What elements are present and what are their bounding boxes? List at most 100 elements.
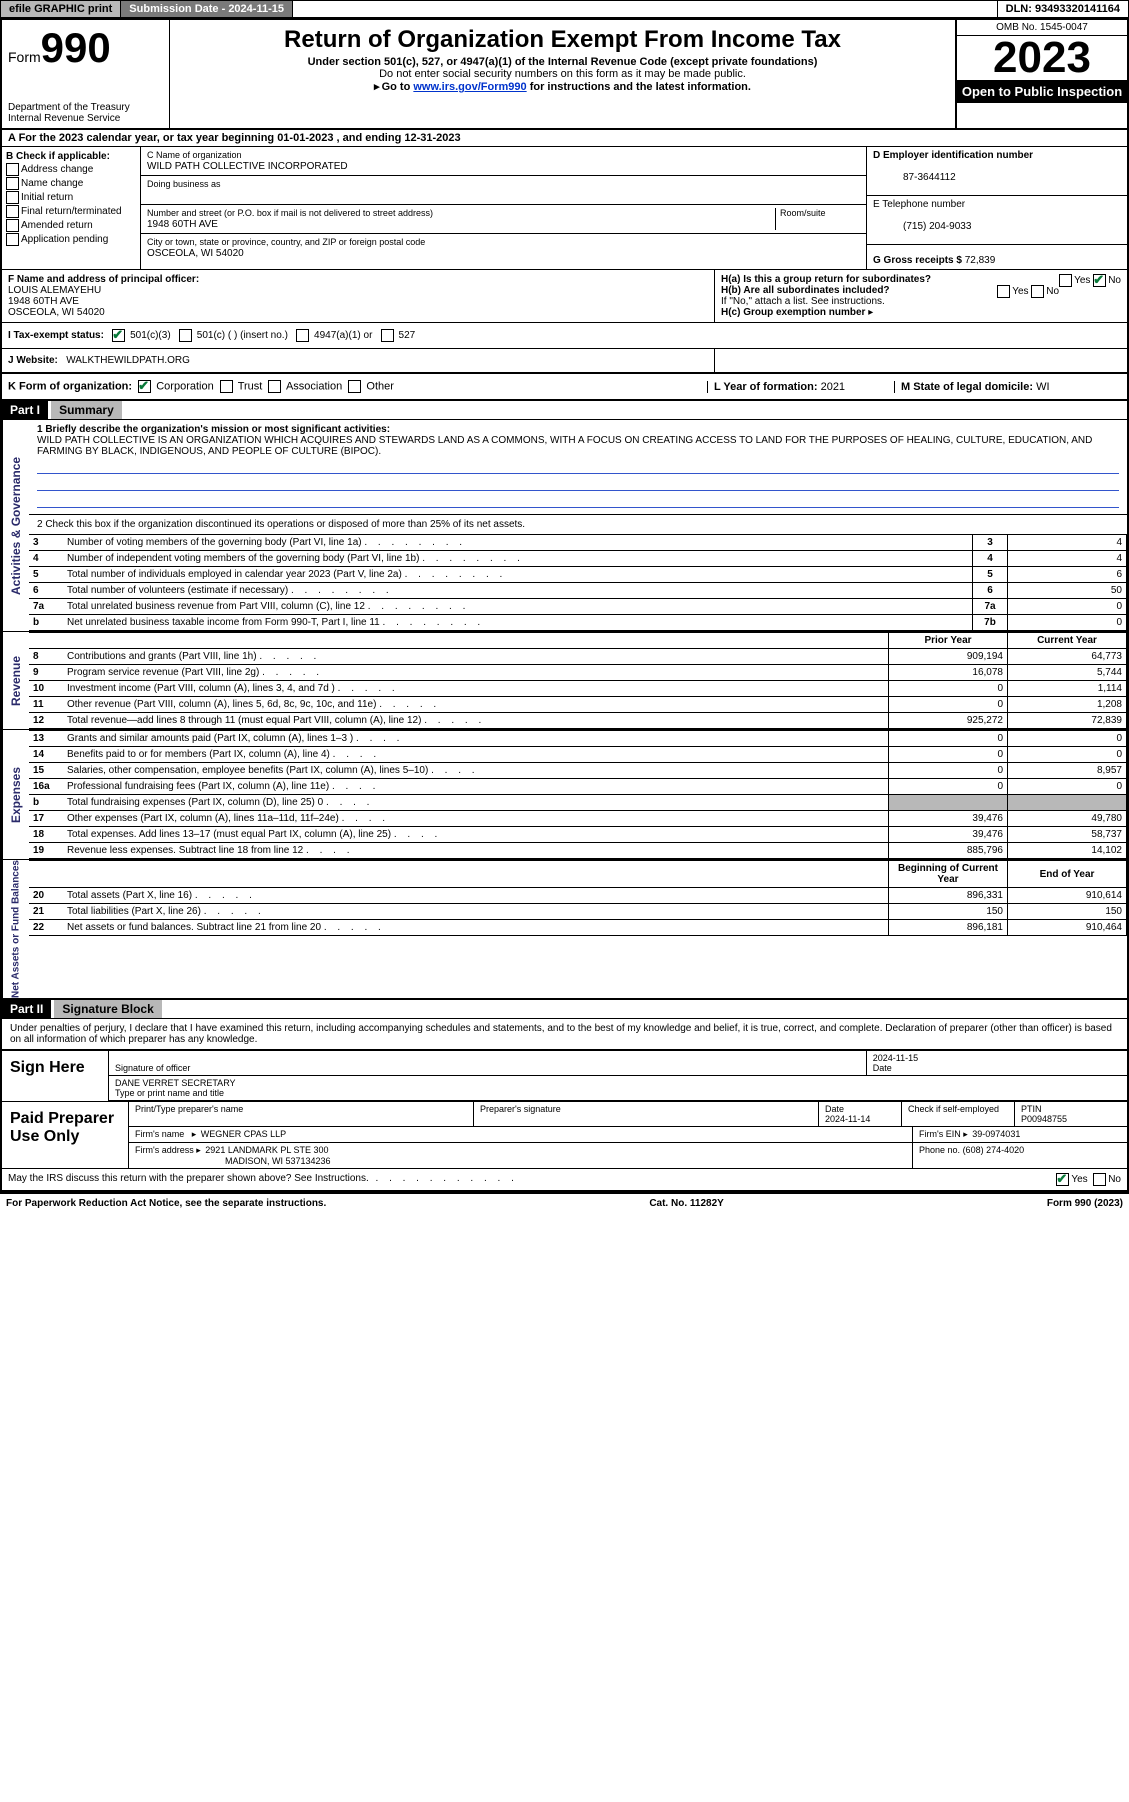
governance-table: 3Number of voting members of the governi… bbox=[29, 534, 1127, 631]
chk-final-return[interactable]: Final return/terminated bbox=[6, 205, 136, 218]
state-domicile: WI bbox=[1036, 381, 1049, 393]
firm-phone: (608) 274-4020 bbox=[963, 1145, 1025, 1155]
col-b-header: B Check if applicable: bbox=[6, 151, 110, 162]
chk-501c3[interactable] bbox=[112, 329, 125, 342]
dln-label: DLN: 93493320141164 bbox=[997, 1, 1128, 17]
preparer-label: Paid Preparer Use Only bbox=[2, 1102, 128, 1168]
website-value: WALKTHEWILDPATH.ORG bbox=[66, 355, 190, 366]
firm-ein: 39-0974031 bbox=[972, 1129, 1020, 1139]
hb-label: H(b) Are all subordinates included? bbox=[721, 285, 890, 296]
discuss-no[interactable] bbox=[1093, 1173, 1106, 1186]
perjury-text: Under penalties of perjury, I declare th… bbox=[2, 1018, 1127, 1049]
line1-label: 1 Briefly describe the organization's mi… bbox=[37, 424, 390, 435]
chk-address-change[interactable]: Address change bbox=[6, 163, 136, 176]
org-address: 1948 60TH AVE bbox=[147, 219, 218, 230]
gross-label: G Gross receipts $ bbox=[873, 255, 962, 266]
chk-assoc[interactable] bbox=[268, 380, 281, 393]
year-formation: 2021 bbox=[821, 381, 845, 393]
mission-text: WILD PATH COLLECTIVE IS AN ORGANIZATION … bbox=[37, 435, 1092, 457]
chk-corp[interactable] bbox=[138, 380, 151, 393]
submission-date-btn[interactable]: Submission Date - 2024-11-15 bbox=[121, 1, 293, 17]
ptin-value: P00948755 bbox=[1021, 1114, 1067, 1124]
part2-header: Part II bbox=[2, 1000, 51, 1018]
subtitle-2: Do not enter social security numbers on … bbox=[178, 68, 947, 80]
irs-link[interactable]: www.irs.gov/Form990 bbox=[413, 81, 526, 93]
column-c: C Name of organization WILD PATH COLLECT… bbox=[141, 147, 866, 269]
ein-label: D Employer identification number bbox=[873, 150, 1033, 161]
officer-addr1: 1948 60TH AVE bbox=[8, 296, 79, 307]
chk-4947[interactable] bbox=[296, 329, 309, 342]
chk-amended-return[interactable]: Amended return bbox=[6, 219, 136, 232]
form-number: 990 bbox=[41, 24, 111, 71]
chk-527[interactable] bbox=[381, 329, 394, 342]
part1-governance: Activities & Governance 1 Briefly descri… bbox=[2, 419, 1127, 631]
part1-netassets: Net Assets or Fund Balances Beginning of… bbox=[2, 859, 1127, 998]
vert-netassets: Net Assets or Fund Balances bbox=[2, 860, 29, 998]
vert-governance: Activities & Governance bbox=[2, 420, 29, 631]
subtitle-3: Go to www.irs.gov/Form990 for instructio… bbox=[178, 80, 947, 93]
header-right: OMB No. 1545-0047 2023 Open to Public In… bbox=[955, 20, 1127, 128]
form-header: Form990 Department of the Treasury Inter… bbox=[2, 20, 1127, 130]
hc-spacer bbox=[714, 349, 1127, 372]
section-bcd: B Check if applicable: Address change Na… bbox=[2, 147, 1127, 269]
top-bar: efile GRAPHIC print Submission Date - 20… bbox=[0, 0, 1129, 18]
dba-label: Doing business as bbox=[147, 179, 221, 189]
chk-trust[interactable] bbox=[220, 380, 233, 393]
discuss-yes[interactable] bbox=[1056, 1173, 1069, 1186]
org-name-label: C Name of organization bbox=[147, 150, 242, 160]
form-container: Form990 Department of the Treasury Inter… bbox=[0, 18, 1129, 1192]
org-city: OSCEOLA, WI 54020 bbox=[147, 248, 244, 259]
part1-expenses: Expenses 13Grants and similar amounts pa… bbox=[2, 729, 1127, 859]
paperwork-notice: For Paperwork Reduction Act Notice, see … bbox=[6, 1198, 326, 1209]
discuss-text: May the IRS discuss this return with the… bbox=[8, 1173, 369, 1186]
part1-header: Part I bbox=[2, 401, 48, 419]
tel-label: E Telephone number bbox=[873, 199, 965, 210]
vert-expenses: Expenses bbox=[2, 730, 29, 859]
chk-other[interactable] bbox=[348, 380, 361, 393]
sign-section: Sign Here Signature of officer 2024-11-1… bbox=[2, 1049, 1127, 1101]
revenue-table: Prior YearCurrent Year8Contributions and… bbox=[29, 632, 1127, 729]
row-a-tax-year: A For the 2023 calendar year, or tax yea… bbox=[2, 130, 1127, 147]
line2-text: 2 Check this box if the organization dis… bbox=[37, 519, 525, 530]
chk-application-pending[interactable]: Application pending bbox=[6, 233, 136, 246]
website-label: J Website: bbox=[8, 355, 58, 366]
firm-name: WEGNER CPAS LLP bbox=[201, 1129, 286, 1139]
page-footer: For Paperwork Reduction Act Notice, see … bbox=[0, 1192, 1129, 1213]
tel-value: (715) 204-9033 bbox=[873, 221, 971, 232]
tax-status-label: I Tax-exempt status: bbox=[8, 330, 104, 341]
vert-revenue: Revenue bbox=[2, 632, 29, 729]
hc-label: H(c) Group exemption number bbox=[721, 307, 865, 318]
header-mid: Return of Organization Exempt From Incom… bbox=[170, 20, 955, 128]
cat-no: Cat. No. 11282Y bbox=[649, 1198, 723, 1209]
room-label: Room/suite bbox=[780, 208, 826, 218]
chk-initial-return[interactable]: Initial return bbox=[6, 191, 136, 204]
discuss-row: May the IRS discuss this return with the… bbox=[2, 1168, 1127, 1190]
subtitle-1: Under section 501(c), 527, or 4947(a)(1)… bbox=[178, 56, 947, 68]
addr-label: Number and street (or P.O. box if mail i… bbox=[147, 208, 433, 218]
officer-label: F Name and address of principal officer: bbox=[8, 274, 199, 285]
column-b-checkboxes: B Check if applicable: Address change Na… bbox=[2, 147, 141, 269]
officer-sig-name: DANE VERRET SECRETARY bbox=[115, 1078, 236, 1088]
org-name: WILD PATH COLLECTIVE INCORPORATED bbox=[147, 161, 348, 172]
form-label: Form bbox=[8, 49, 41, 65]
part2-title: Signature Block bbox=[54, 1000, 161, 1018]
officer-addr2: OSCEOLA, WI 54020 bbox=[8, 307, 105, 318]
row-k: K Form of organization: Corporation Trus… bbox=[2, 372, 1127, 399]
hb-note: If "No," attach a list. See instructions… bbox=[721, 296, 1121, 307]
efile-print-btn[interactable]: efile GRAPHIC print bbox=[1, 1, 121, 17]
chk-name-change[interactable]: Name change bbox=[6, 177, 136, 190]
form-title: Return of Organization Exempt From Incom… bbox=[178, 26, 947, 54]
city-label: City or town, state or province, country… bbox=[147, 237, 425, 247]
ein-value: 87-3644112 bbox=[873, 172, 956, 183]
sign-date: 2024-11-15 bbox=[873, 1053, 918, 1063]
firm-addr1: 2921 LANDMARK PL STE 300 bbox=[205, 1145, 328, 1155]
irs-label: Internal Revenue Service bbox=[8, 113, 163, 124]
chk-501c[interactable] bbox=[179, 329, 192, 342]
expenses-table: 13Grants and similar amounts paid (Part … bbox=[29, 730, 1127, 859]
col-f-officer: F Name and address of principal officer:… bbox=[2, 270, 715, 322]
netassets-table: Beginning of Current YearEnd of Year20To… bbox=[29, 860, 1127, 936]
dept-label: Department of the Treasury bbox=[8, 102, 163, 113]
part1-revenue: Revenue Prior YearCurrent Year8Contribut… bbox=[2, 631, 1127, 729]
firm-addr2: MADISON, WI 537134236 bbox=[135, 1156, 331, 1166]
prep-date: 2024-11-14 bbox=[825, 1114, 870, 1124]
